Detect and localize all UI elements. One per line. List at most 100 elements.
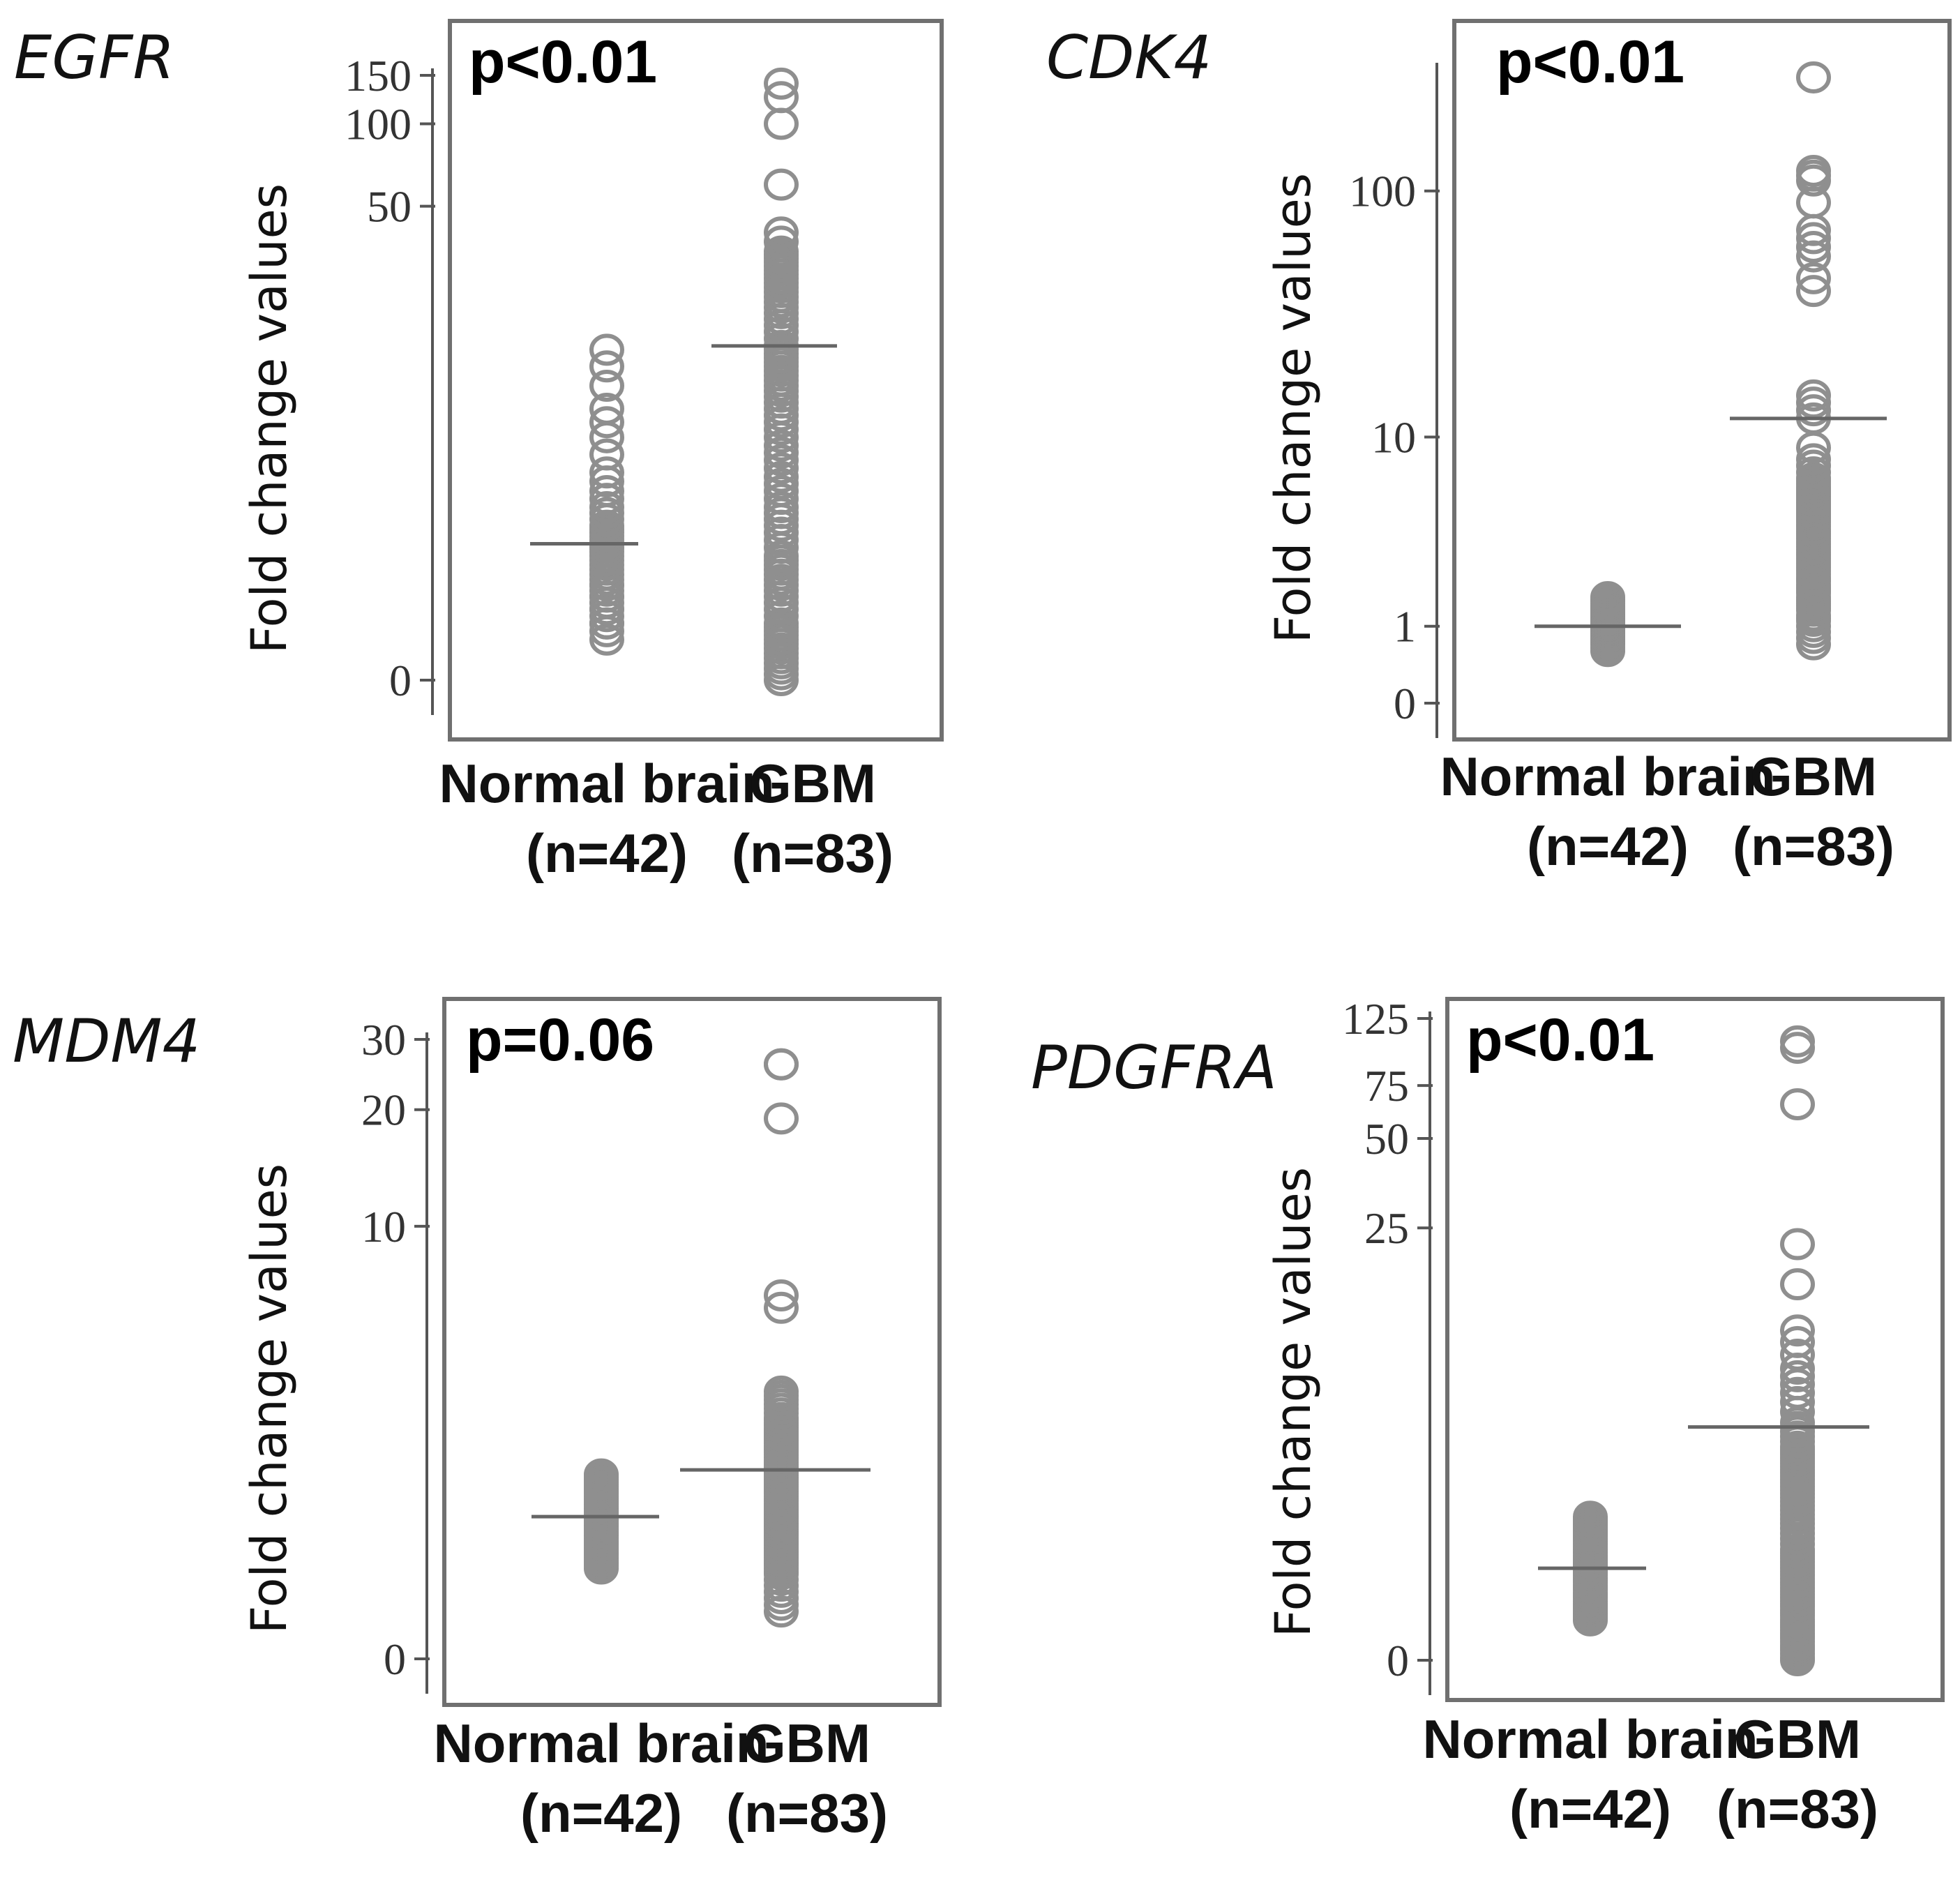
mdm4-y-axis-label: Fold change values (241, 1164, 298, 1634)
mdm4-x-label-gbm-n: (n=83) (726, 1782, 888, 1844)
cdk4-panel: CDK4 0 1 10 100 p<0.01 Fold change values N… (1046, 19, 1952, 877)
mdm4-point-gbm (764, 1279, 799, 1311)
egfr-point-normal (589, 369, 624, 402)
pdgfra-plot-frame (1445, 997, 1945, 1702)
egfr-x-label-gbm: GBM (749, 753, 876, 814)
cdk4-plot-frame (1452, 19, 1952, 742)
mdm4-point-gbm (764, 1291, 799, 1324)
pdgfra-point-gbm (1780, 1325, 1815, 1358)
egfr-x-label-normal-n: (n=42) (526, 822, 688, 884)
egfr-point-gbm (764, 67, 799, 100)
cdk4-point-gbm (1796, 154, 1831, 187)
pdgfra-x-label-gbm-n: (n=83) (1717, 1778, 1878, 1840)
pdgfra-point-gbm (1780, 1032, 1815, 1065)
pdgfra-point-gbm (1780, 1314, 1815, 1347)
egfr-point-gbm (764, 225, 799, 258)
egfr-point-gbm (764, 429, 799, 462)
mdm4-point-gbm (764, 1375, 799, 1408)
mdm4-gene-title: MDM4 (13, 1007, 200, 1076)
egfr-y-tick-label: 100 (345, 99, 412, 149)
egfr-point-gbm (764, 540, 799, 573)
egfr-point-normal (589, 623, 624, 656)
cdk4-x-label-gbm-n: (n=83) (1733, 815, 1894, 877)
pdgfra-y-tick-label: 125 (1342, 994, 1409, 1044)
pdgfra-point-gbm (1780, 1385, 1815, 1418)
egfr-point-normal (589, 406, 624, 439)
egfr-point-gbm (764, 491, 799, 524)
egfr-x-label-gbm-n: (n=83) (732, 822, 894, 884)
cdk4-y-axis-label: Fold change values (1265, 173, 1322, 643)
mdm4-point-normal (584, 1458, 619, 1491)
mdm4-y-axis: 0 10 20 30 (361, 1015, 430, 1694)
cdk4-point-gbm (1796, 61, 1831, 93)
egfr-point-normal (589, 456, 624, 489)
cdk4-gene-title: CDK4 (1046, 23, 1212, 93)
cdk4-y-tick-label: 10 (1371, 412, 1416, 462)
cdk4-y-tick-label: 100 (1349, 167, 1416, 216)
cdk4-y-tick-label: 1 (1394, 602, 1416, 652)
egfr-point-gbm (764, 452, 799, 485)
pdgfra-y-tick-label: 0 (1387, 1636, 1409, 1685)
pdgfra-gene-title: PDGFRA (1031, 1033, 1277, 1103)
egfr-point-gbm (764, 107, 799, 140)
mdm4-y-tick-label: 20 (361, 1085, 406, 1135)
pdgfra-y-tick-label: 50 (1364, 1114, 1409, 1164)
egfr-y-axis-label: Fold change values (241, 183, 298, 654)
mdm4-plot-frame (442, 997, 942, 1707)
egfr-point-normal (589, 350, 624, 383)
egfr-x-label-normal: Normal brain (439, 753, 774, 814)
egfr-plot-frame (448, 19, 944, 742)
mdm4-x-label-normal: Normal brain (433, 1713, 769, 1774)
pdgfra-point-gbm (1780, 1338, 1815, 1371)
cdk4-x-label-normal: Normal brain (1440, 746, 1775, 807)
pdgfra-point-gbm (1780, 1376, 1815, 1409)
egfr-point-gbm (764, 483, 799, 516)
egfr-point-normal (589, 491, 624, 524)
cdk4-point-normal (1590, 580, 1625, 613)
pdgfra-point-normal (1573, 1500, 1608, 1533)
egfr-point-gbm (764, 168, 799, 201)
egfr-points (530, 67, 837, 696)
cdk4-point-gbm (1796, 222, 1831, 255)
egfr-point-gbm (764, 235, 799, 268)
egfr-point-gbm (764, 81, 799, 114)
egfr-p-value: p<0.01 (469, 29, 657, 96)
cdk4-point-gbm (1796, 275, 1831, 308)
egfr-point-gbm (764, 460, 799, 493)
pdgfra-p-value: p<0.01 (1466, 1007, 1654, 1074)
pdgfra-point-gbm (1780, 1228, 1815, 1261)
pdgfra-x-label-normal: Normal brain (1422, 1708, 1758, 1770)
egfr-point-normal (589, 392, 624, 425)
egfr-y-tick-label: 50 (367, 182, 412, 232)
pdgfra-y-tick-label: 75 (1364, 1061, 1409, 1111)
egfr-point-normal (589, 438, 624, 471)
mdm4-point-gbm (764, 1048, 799, 1081)
pdgfra-x-label-gbm: GBM (1734, 1708, 1861, 1770)
egfr-point-gbm (764, 216, 799, 249)
mdm4-x-label-normal-n: (n=42) (520, 1782, 682, 1844)
pdgfra-point-gbm (1780, 1268, 1815, 1301)
pdgfra-point-gbm (1780, 1025, 1815, 1058)
mdm4-x-label-gbm: GBM (744, 1713, 870, 1774)
mdm4-y-tick-label: 0 (384, 1634, 406, 1684)
pdgfra-x-label-normal-n: (n=42) (1509, 1778, 1671, 1840)
egfr-point-normal (589, 474, 624, 507)
cdk4-point-gbm (1796, 230, 1831, 263)
mdm4-point-gbm (764, 1102, 799, 1135)
cdk4-x-label-normal-n: (n=42) (1527, 815, 1689, 877)
pdgfra-point-gbm (1780, 1088, 1815, 1121)
mdm4-panel: MDM4 0 10 20 30 p=0.06 Fold change values N… (13, 997, 942, 1844)
egfr-point-normal (589, 333, 624, 366)
cdk4-y-axis: 0 1 10 100 (1349, 63, 1440, 738)
cdk4-points (1535, 61, 1887, 668)
egfr-y-tick-label: 0 (389, 656, 412, 705)
cdk4-x-label-gbm: GBM (1750, 746, 1877, 807)
cdk4-point-gbm (1796, 379, 1831, 412)
pdgfra-y-tick-label: 25 (1364, 1203, 1409, 1253)
